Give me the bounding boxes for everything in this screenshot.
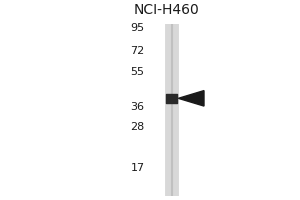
- Text: 72: 72: [130, 46, 145, 56]
- Text: 95: 95: [130, 23, 145, 33]
- Text: NCI-H460: NCI-H460: [133, 3, 199, 17]
- Polygon shape: [178, 91, 204, 106]
- Text: 17: 17: [130, 163, 145, 173]
- Text: 36: 36: [130, 102, 145, 112]
- Text: 55: 55: [130, 67, 145, 77]
- Text: 28: 28: [130, 122, 145, 132]
